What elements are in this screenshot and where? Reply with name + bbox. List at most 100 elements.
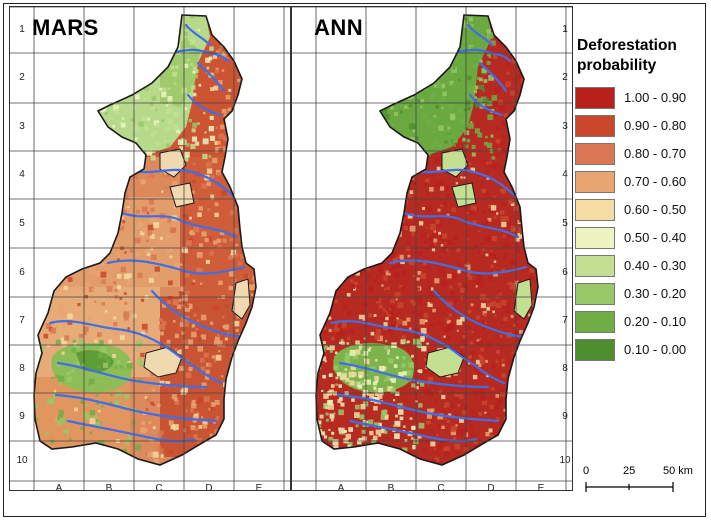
col-label: D [205, 483, 213, 491]
row-label: 9 [19, 411, 25, 422]
legend-item: 0.90 - 0.80 [575, 115, 705, 137]
protected-area [231, 278, 251, 320]
river [150, 289, 250, 339]
protected-area [451, 182, 477, 208]
river [106, 259, 246, 275]
row-label: 7 [562, 315, 568, 326]
col-label: D [487, 483, 495, 491]
river [184, 23, 212, 47]
col-label: C [155, 483, 163, 491]
scale-bar-line [585, 482, 674, 492]
legend-label: 0.20 - 0.10 [624, 314, 687, 329]
legend-label: 0.80 - 0.70 [624, 146, 687, 161]
legend-item: 0.70 - 0.60 [575, 171, 705, 193]
legend-item: 0.60 - 0.50 [575, 199, 705, 221]
legend-swatch [575, 115, 615, 137]
row-label: 4 [562, 169, 568, 180]
legend-item: 0.30 - 0.20 [575, 283, 705, 305]
protected-area [169, 182, 195, 208]
river [56, 361, 208, 389]
col-label: A [55, 483, 63, 491]
river [196, 61, 226, 93]
panel-title-mars: MARS [32, 15, 99, 40]
panel-title-ann: ANN [314, 15, 364, 40]
ann-map-canvas [292, 7, 572, 490]
col-label: E [537, 483, 545, 491]
legend-swatch [575, 171, 615, 193]
river [336, 393, 500, 423]
river [48, 320, 224, 385]
legend-item: 1.00 - 0.90 [575, 87, 705, 109]
row-label: 9 [562, 411, 568, 422]
legend-label: 0.70 - 0.60 [624, 174, 687, 189]
col-label: C [437, 483, 445, 491]
legend-label: 1.00 - 0.90 [624, 90, 687, 105]
legend-item: 0.10 - 0.00 [575, 339, 705, 361]
river [120, 211, 238, 239]
legend-label: 0.50 - 0.40 [624, 230, 687, 245]
mars-map-canvas [10, 7, 290, 490]
figure-frame [3, 3, 706, 517]
map-grid [10, 7, 290, 490]
row-label: 2 [19, 72, 25, 83]
row-label: 10 [559, 455, 571, 466]
col-label: B [105, 483, 113, 491]
legend-title: Deforestation probability [577, 36, 677, 76]
col-label: B [387, 483, 395, 491]
protected-area [513, 278, 533, 320]
row-label: 6 [562, 266, 568, 278]
legend-swatch [575, 255, 615, 277]
row-label: 3 [562, 121, 568, 132]
river [338, 361, 490, 389]
legend-title-line1: Deforestation [577, 37, 677, 54]
river [130, 168, 236, 199]
map-grid [292, 7, 572, 490]
legend-item: 0.40 - 0.30 [575, 255, 705, 277]
map-panel-ann: ANN 1 2 3 4 5 6 7 8 9 10 A B C D E [291, 6, 573, 491]
legend-swatch [575, 87, 615, 109]
legend-item: 0.20 - 0.10 [575, 311, 705, 333]
row-label: 3 [19, 121, 25, 132]
river [478, 61, 508, 93]
scale-label-50: 50 km [663, 465, 693, 477]
legend-swatch [575, 283, 615, 305]
legend-label: 0.40 - 0.30 [624, 258, 687, 273]
river [330, 320, 506, 385]
river [466, 23, 494, 47]
legend-label: 0.10 - 0.00 [624, 342, 687, 357]
row-label: 5 [19, 217, 25, 229]
legend-item: 0.50 - 0.40 [575, 227, 705, 249]
region-outline [315, 14, 539, 466]
row-label: 1 [19, 24, 25, 35]
river [402, 211, 520, 239]
scale-label-25: 25 [623, 465, 636, 477]
legend-item: 0.80 - 0.70 [575, 143, 705, 165]
river [388, 259, 528, 275]
rivers [48, 23, 250, 443]
scale-label-0: 0 [583, 465, 590, 477]
river [54, 393, 218, 423]
legend-label: 0.60 - 0.50 [624, 202, 687, 217]
scale-bar: 0 25 50 km [583, 465, 698, 495]
legend-swatch [575, 339, 615, 361]
region-outline [33, 14, 257, 466]
row-label: 1 [562, 24, 568, 35]
legend-swatch [575, 311, 615, 333]
legend-swatch [575, 227, 615, 249]
col-label: A [337, 483, 345, 491]
row-label: 7 [19, 315, 25, 326]
legend-title-line2: probability [577, 57, 657, 74]
row-label: 10 [16, 455, 28, 466]
row-label: 8 [562, 363, 568, 374]
legend-label: 0.90 - 0.80 [624, 118, 687, 133]
row-label: 6 [19, 266, 25, 278]
river [186, 93, 222, 117]
probability-surface [316, 15, 538, 465]
map-panel-mars: MARS 1 2 3 4 5 6 7 8 9 10 A B C D E [9, 6, 291, 491]
legend-label: 0.30 - 0.20 [624, 286, 687, 301]
legend-swatch [575, 143, 615, 165]
river [432, 289, 532, 339]
row-label: 2 [562, 72, 568, 83]
row-label: 4 [19, 169, 25, 180]
probability-surface [34, 15, 256, 465]
